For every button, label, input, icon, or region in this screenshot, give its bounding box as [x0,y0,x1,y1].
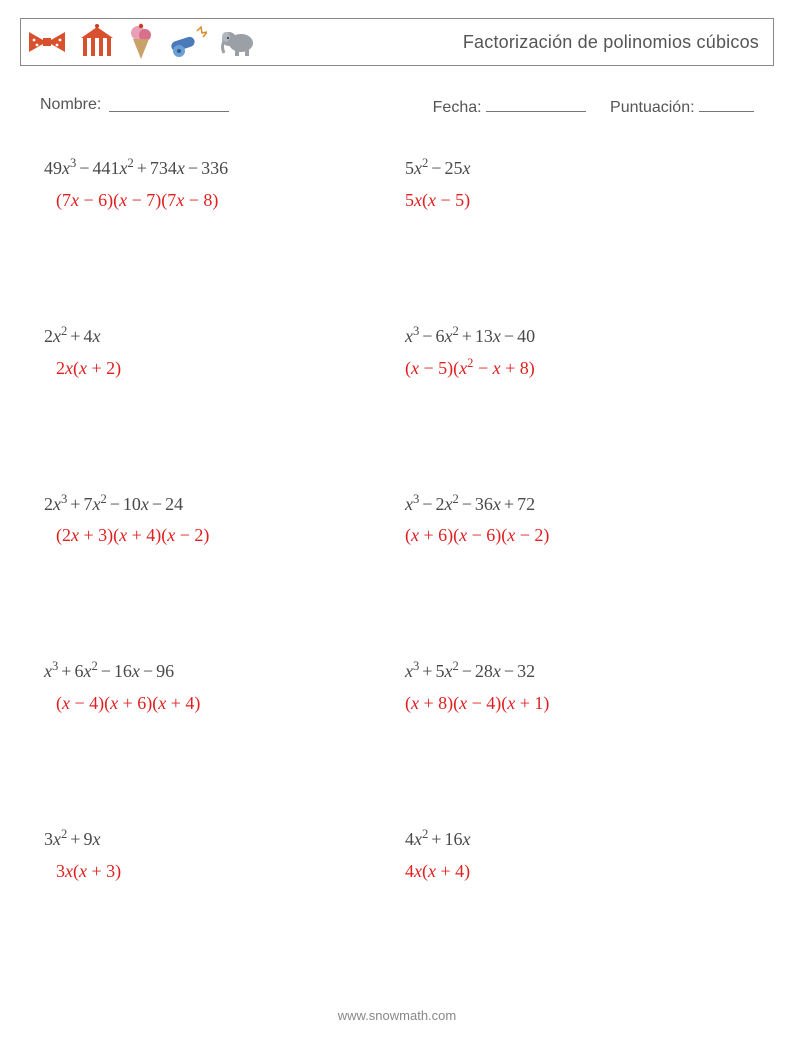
answer: (2x + 3)(x + 4)(x − 2) [44,522,395,550]
score-blank[interactable] [699,96,754,112]
score-label: Puntuación: [610,99,695,116]
footer-link[interactable]: www.snowmath.com [0,1008,794,1023]
polynomial: 5x2−25x [405,155,756,183]
problem-cell: 49x3−441x2+734x−336 (7x − 6)(x − 7)(7x − … [44,155,395,215]
answer: 2x(x + 2) [44,355,395,383]
problem-cell: 5x2−25x 5x(x − 5) [405,155,756,215]
polynomial: 4x2+16x [405,826,756,854]
answer: (7x − 6)(x − 7)(7x − 8) [44,187,395,215]
info-row: Nombre: Fecha: Puntuación: [40,96,754,117]
problem-cell: 4x2+16x 4x(x + 4) [405,826,756,886]
answer: (x − 5)(x2 − x + 8) [405,355,756,383]
circus-tent-icon [79,24,115,60]
date-blank[interactable] [486,96,586,112]
bowtie-icon [27,26,67,58]
problem-cell: 3x2+9x 3x(x + 3) [44,826,395,886]
polynomial: x3+6x2−16x−96 [44,658,395,686]
polynomial: 2x2+4x [44,323,395,351]
problem-cell: x3−6x2+13x−40 (x − 5)(x2 − x + 8) [405,323,756,383]
elephant-icon [219,25,259,59]
polynomial: 49x3−441x2+734x−336 [44,155,395,183]
date-label: Fecha: [433,99,482,116]
polynomial: 2x3+7x2−10x−24 [44,491,395,519]
worksheet-title: Factorización de polinomios cúbicos [463,32,759,53]
problem-cell: x3−2x2−36x+72 (x + 6)(x − 6)(x − 2) [405,491,756,551]
header-icons [27,23,259,61]
name-blank[interactable] [109,96,229,112]
problems-grid: 49x3−441x2+734x−336 (7x − 6)(x − 7)(7x − … [44,155,756,886]
problem-cell: 2x3+7x2−10x−24 (2x + 3)(x + 4)(x − 2) [44,491,395,551]
answer: (x + 6)(x − 6)(x − 2) [405,522,756,550]
icecream-icon [127,23,155,61]
polynomial: x3−2x2−36x+72 [405,491,756,519]
answer: 4x(x + 4) [405,858,756,886]
answer: (x + 8)(x − 4)(x + 1) [405,690,756,718]
header-box: Factorización de polinomios cúbicos [20,18,774,66]
problem-cell: x3+5x2−28x−32 (x + 8)(x − 4)(x + 1) [405,658,756,718]
answer: 5x(x − 5) [405,187,756,215]
polynomial: x3−6x2+13x−40 [405,323,756,351]
problem-cell: 2x2+4x 2x(x + 2) [44,323,395,383]
cannon-icon [167,25,207,59]
answer: 3x(x + 3) [44,858,395,886]
polynomial: 3x2+9x [44,826,395,854]
problem-cell: x3+6x2−16x−96 (x − 4)(x + 6)(x + 4) [44,658,395,718]
name-label: Nombre: [40,96,101,117]
polynomial: x3+5x2−28x−32 [405,658,756,686]
answer: (x − 4)(x + 6)(x + 4) [44,690,395,718]
